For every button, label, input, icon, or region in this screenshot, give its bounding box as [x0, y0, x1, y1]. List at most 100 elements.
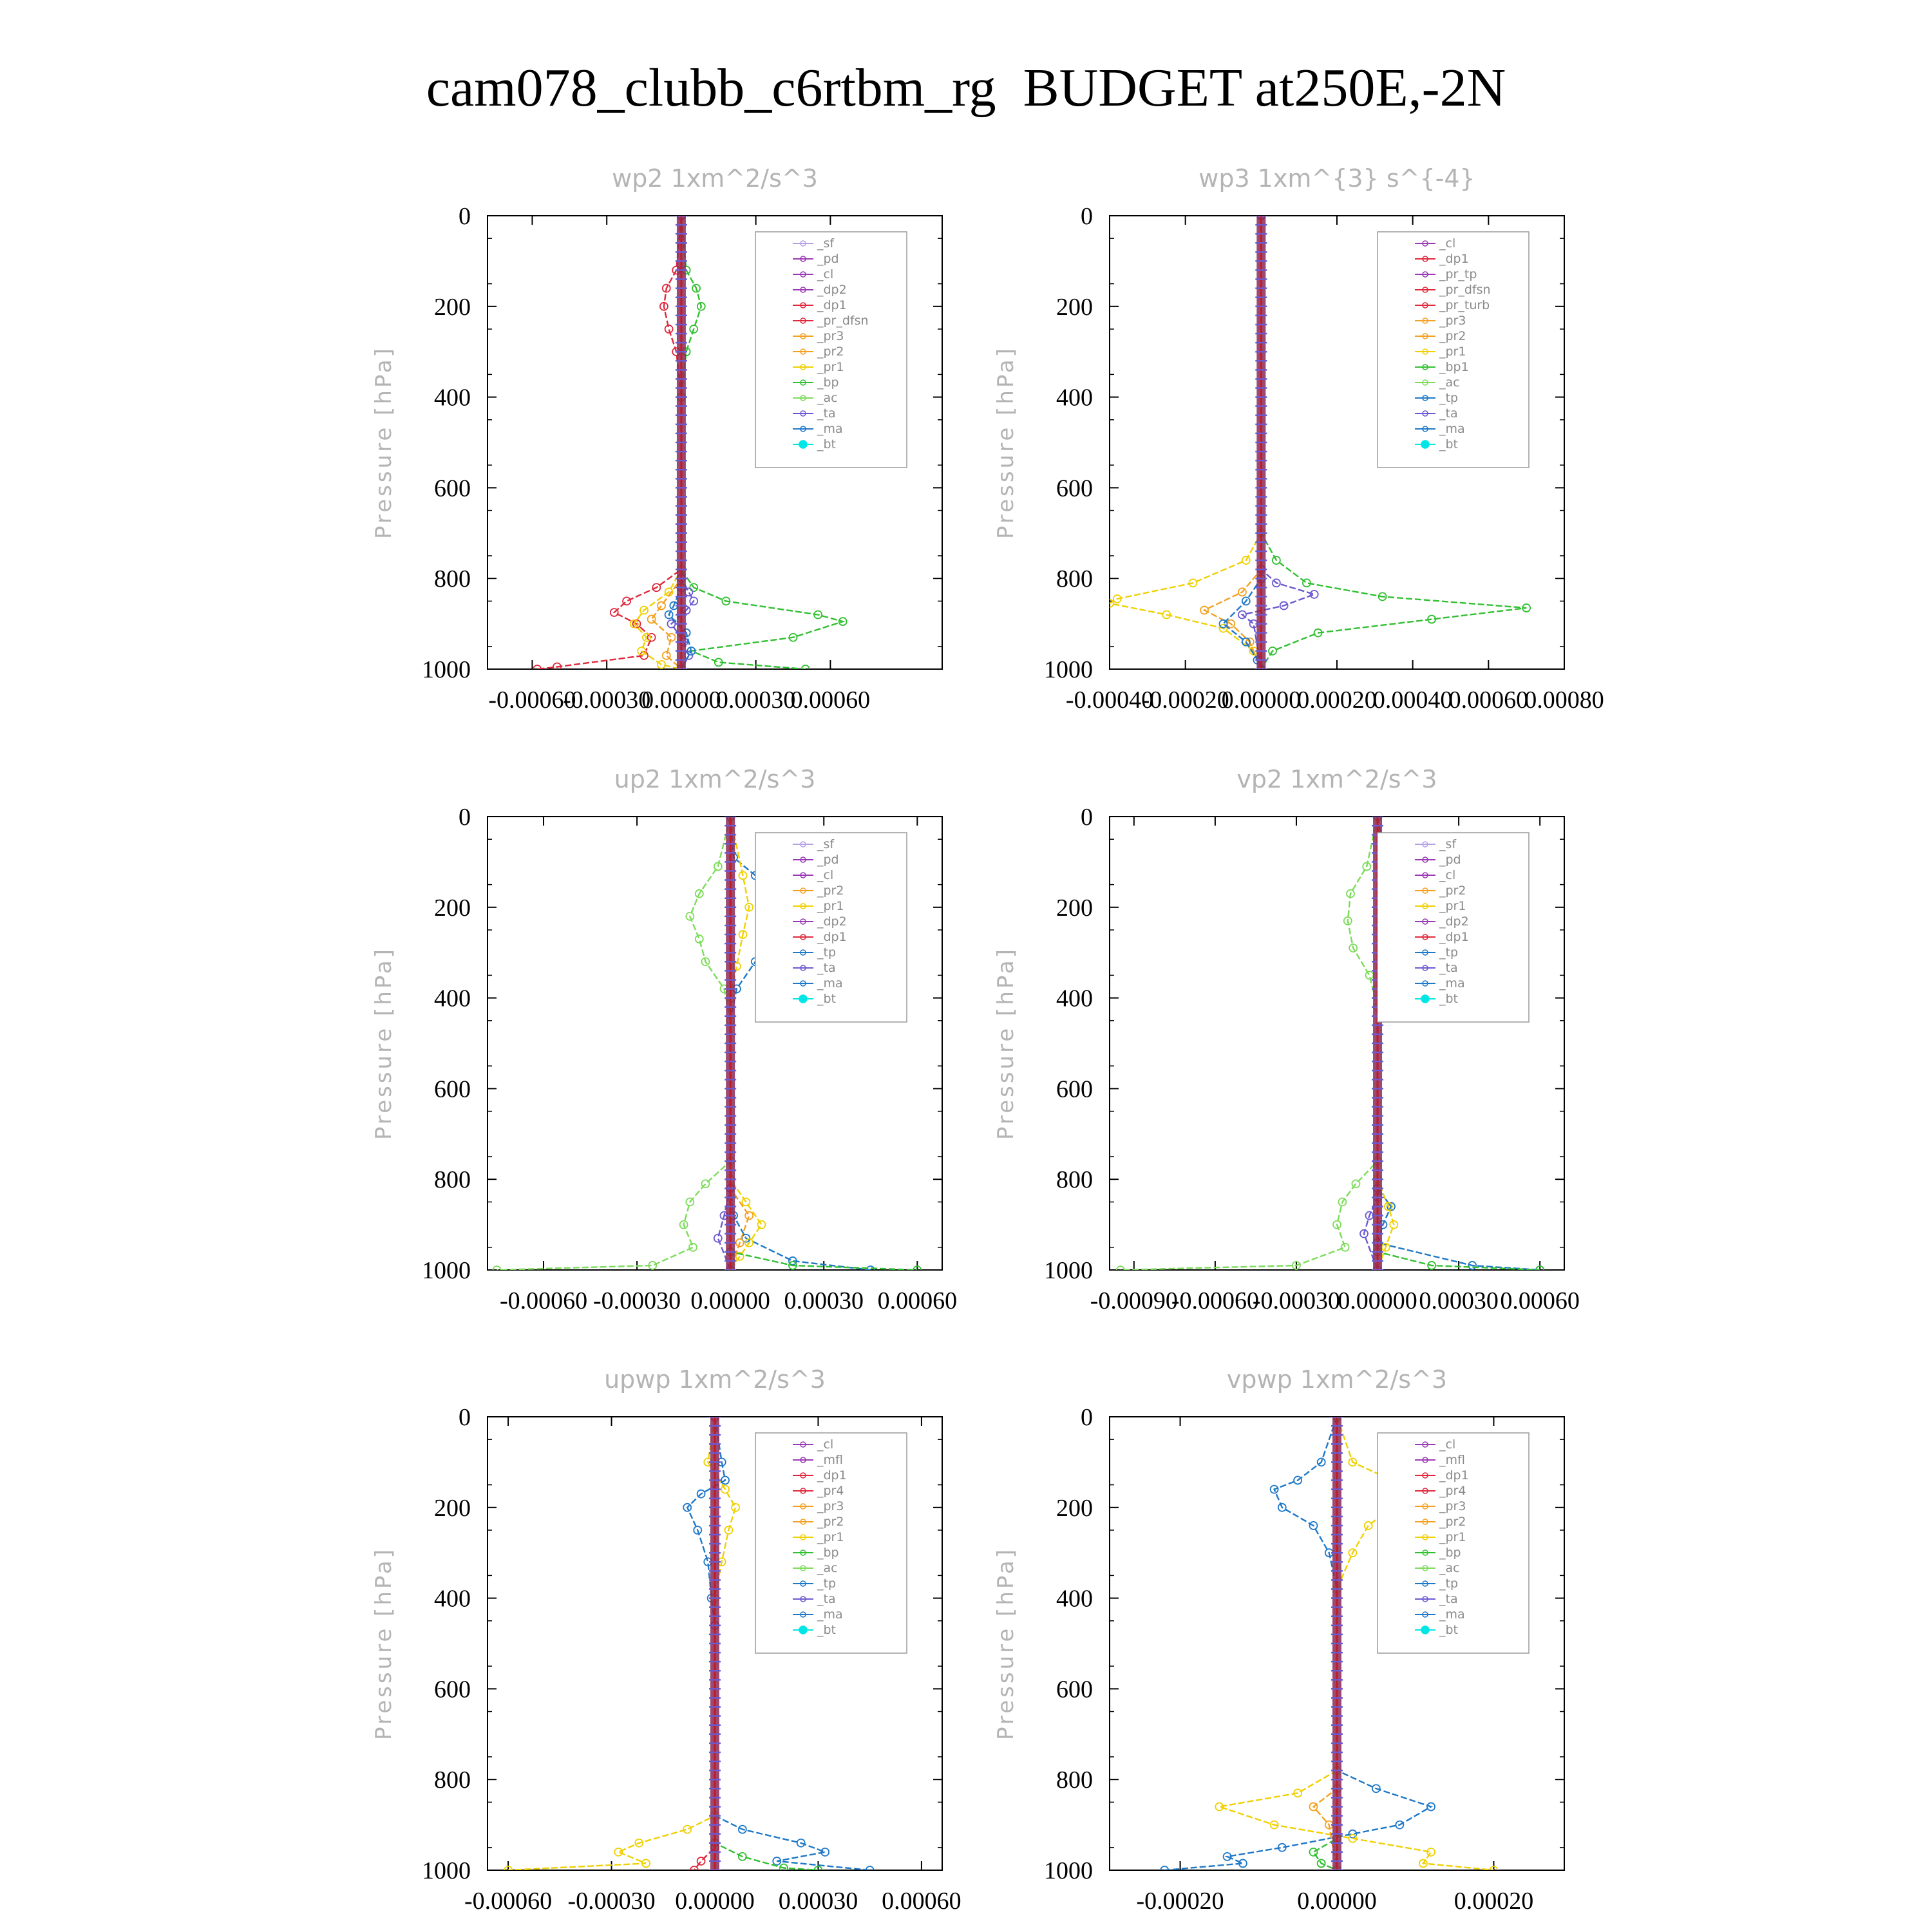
series-point	[721, 1484, 730, 1494]
legend-marker	[800, 1534, 806, 1540]
y-axis-label: Pressure [hPa]	[993, 1547, 1019, 1740]
series-line	[497, 817, 732, 1270]
legend-marker	[1422, 348, 1428, 355]
series-point	[714, 658, 723, 667]
y-tick-label: 600	[434, 475, 471, 502]
legend-marker	[800, 1503, 806, 1510]
series-point	[1363, 1521, 1373, 1530]
series-point	[1292, 1261, 1301, 1270]
legend-label: _pr1	[817, 1530, 844, 1544]
legend-label: _bp	[817, 1546, 839, 1560]
series-point	[838, 617, 848, 626]
series-point	[737, 1852, 747, 1861]
series-line	[537, 216, 683, 669]
series-point	[820, 1847, 830, 1857]
series-point	[1309, 1847, 1318, 1857]
legend: _cl_mfl_dp1_pr4_pr3_pr2_pr1_bp_ac_tp_ta_…	[755, 1432, 907, 1654]
series-point	[1112, 594, 1122, 603]
legend-label: _ac	[817, 1561, 838, 1575]
series-point	[788, 632, 798, 642]
legend-label: _pr_dfsn	[1439, 283, 1491, 297]
legend-label: _pr2	[817, 884, 844, 898]
y-tick-label: 400	[1056, 985, 1093, 1012]
legend: _sf _pd_cl _pr2_pr1_dp2_dp1_tp_ta_ma _bt	[1377, 832, 1530, 1023]
x-tick-label: 0.00000	[641, 687, 721, 714]
series-point	[629, 619, 639, 629]
legend-box	[755, 231, 907, 468]
series-point	[701, 1179, 710, 1189]
series-point	[614, 1847, 623, 1857]
legend-marker	[1422, 887, 1428, 894]
legend-marker	[800, 240, 806, 247]
x-tick-label: -0.00030	[1253, 1287, 1340, 1314]
legend-box	[1377, 231, 1530, 468]
legend-marker	[800, 903, 806, 909]
legend-label: _pr_turb	[1439, 298, 1490, 312]
series-point	[813, 610, 823, 620]
y-axis-label: Pressure [hPa]	[371, 947, 397, 1140]
series-point	[694, 934, 704, 943]
series-point	[779, 1863, 788, 1870]
legend-label: _ma	[1439, 976, 1465, 990]
series-point	[667, 632, 676, 642]
panel-6: vpwp 1xm^2/s^3 Pressure [hPa] 0 200 400 600 80…	[993, 1365, 1565, 1915]
series-point	[657, 660, 666, 669]
series-point	[1309, 1521, 1318, 1530]
series-point	[685, 911, 695, 921]
series-point	[865, 1866, 875, 1870]
series-point	[1238, 610, 1247, 620]
series-point	[813, 1866, 823, 1870]
series-point	[1268, 646, 1277, 656]
legend-label: _tp	[1439, 945, 1458, 960]
figure-title: cam078_clubb_c6rtbm_rg BUDGET at250E,-2N	[426, 58, 1506, 118]
legend-marker	[799, 994, 808, 1003]
y-tick-label: 200	[1056, 294, 1093, 321]
legend-label: _pr_tp	[1439, 267, 1477, 281]
series-point	[1349, 943, 1358, 953]
legend-label: _bp	[1439, 1546, 1461, 1560]
series-point	[689, 325, 699, 334]
x-tick-label: 0.00060	[1500, 1287, 1580, 1314]
series-point	[657, 601, 666, 611]
panel-title: vp2 1xm^2/s^3	[1236, 765, 1437, 793]
x-tick-label: -0.00060	[488, 687, 576, 714]
y-tick-label: 400	[434, 384, 471, 412]
series-point	[642, 632, 651, 642]
series-line	[693, 1417, 716, 1870]
series-point	[1427, 614, 1436, 624]
series-point	[1309, 1802, 1318, 1812]
series-point	[634, 1838, 644, 1848]
legend-label: _cl	[1439, 868, 1455, 882]
legend-label: _sf	[1439, 837, 1457, 851]
panel-5: upwp 1xm^2/s^3 Pressure [hPa] 0 200 400 600 80…	[371, 1365, 961, 1915]
legend-marker	[800, 364, 806, 370]
legend-label: _pr2	[1439, 1515, 1466, 1529]
legend-label: _dp1	[817, 1468, 847, 1482]
legend-label: _tp	[1439, 391, 1458, 405]
x-tick-label: -0.00020	[1136, 1888, 1224, 1915]
series-point	[721, 1475, 730, 1485]
series-point	[661, 650, 671, 660]
series-point	[533, 665, 542, 669]
series-point	[687, 646, 696, 656]
plot-frame	[1109, 816, 1565, 1271]
x-tick-label: 0.00060	[878, 1287, 958, 1314]
legend-marker	[800, 887, 806, 894]
legend-marker	[800, 857, 806, 863]
legend-label: _dp1	[1439, 252, 1469, 266]
legend-marker	[1422, 302, 1428, 308]
x-tick-label: 0.00080	[1524, 687, 1604, 714]
series-point	[1387, 1202, 1396, 1211]
legend-label: _ta	[817, 1592, 836, 1606]
y-tick-label: 0	[1081, 804, 1093, 831]
legend-marker	[1421, 440, 1430, 449]
panel-2: wp3 1xm^{3} s^{-4} Pressure [hPa] 0 200 400 6…	[993, 164, 1604, 714]
series-point	[1383, 1202, 1393, 1211]
series-point	[1418, 1859, 1428, 1868]
legend-marker	[1421, 994, 1430, 1003]
series-point	[647, 614, 656, 624]
legend-marker	[1422, 1534, 1428, 1540]
legend-label: _pr2	[1439, 329, 1466, 343]
y-tick-label: 800	[434, 1166, 471, 1193]
